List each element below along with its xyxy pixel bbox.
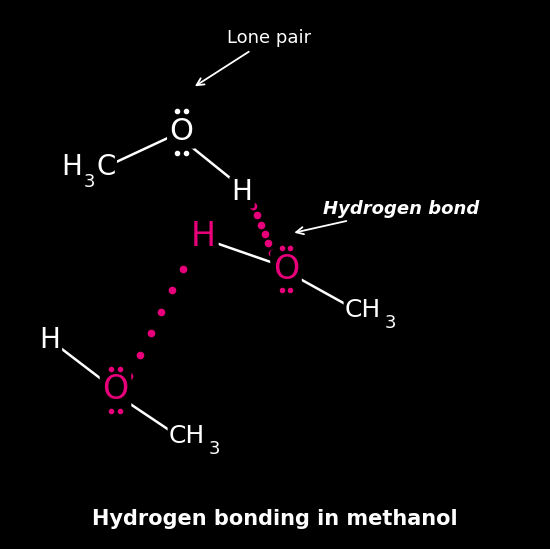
Text: H: H [39,326,60,355]
Text: CH: CH [169,424,205,449]
Text: CH: CH [345,298,381,322]
Text: O: O [169,117,194,146]
Text: 3: 3 [84,173,96,191]
Text: Hydrogen bond: Hydrogen bond [296,200,480,234]
Text: O: O [273,253,299,285]
Text: 3: 3 [385,314,397,332]
Text: O: O [102,373,129,406]
Text: H: H [191,220,216,253]
Text: H: H [62,153,82,182]
Text: C: C [96,153,116,182]
Text: 3: 3 [209,440,221,458]
Text: H: H [232,178,252,206]
Text: Hydrogen bonding in methanol: Hydrogen bonding in methanol [92,509,458,529]
Text: Lone pair: Lone pair [196,30,311,85]
